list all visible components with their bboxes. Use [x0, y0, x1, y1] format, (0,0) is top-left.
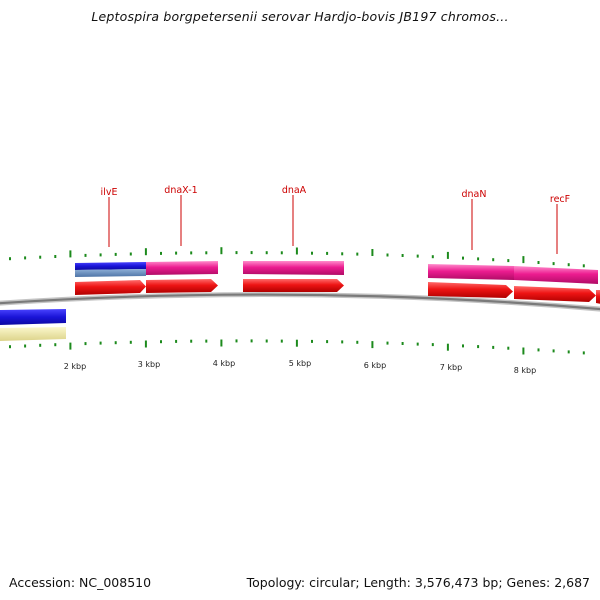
footer-summary: Topology: circular; Length: 3,576,473 bp…: [246, 575, 590, 590]
footer-accession: Accession: NC_008510: [9, 575, 152, 590]
gene-label-dnaN[interactable]: dnaN: [462, 189, 487, 200]
feature-bar-steel[interactable]: [75, 269, 146, 277]
scale-label: 3 kbp: [138, 360, 160, 369]
feature-bar-cream[interactable]: [0, 327, 66, 341]
scale-labels: 2 kbp 3 kbp 4 kbp 5 kbp 6 kbp 7 kbp 8 kb…: [64, 359, 536, 375]
outer-tick-track: [9, 247, 585, 268]
scale-label: 8 kbp: [514, 366, 536, 375]
gene-label-dnaA[interactable]: dnaA: [282, 185, 307, 196]
feature-track: [75, 261, 598, 284]
cds-arrow[interactable]: [428, 282, 513, 298]
feature-bar-blue[interactable]: [0, 309, 66, 325]
cds-arrow[interactable]: [146, 279, 218, 293]
scale-label: 4 kbp: [213, 359, 235, 368]
feature-bar-pink[interactable]: [243, 261, 344, 275]
scale-label: 5 kbp: [289, 359, 311, 368]
scale-label: 6 kbp: [364, 361, 386, 370]
feature-bar-pink[interactable]: [514, 266, 598, 284]
lower-feature-track: [0, 309, 66, 341]
gene-label-ilvE[interactable]: ilvE: [101, 187, 118, 198]
feature-bar-pink[interactable]: [428, 264, 514, 280]
gene-labels: ilvE dnaX-1 dnaA dnaN recF: [101, 185, 570, 254]
cds-arrow[interactable]: [243, 279, 344, 292]
cds-arrow[interactable]: [75, 280, 146, 295]
cds-track: [75, 279, 600, 304]
inner-tick-track: [9, 339, 585, 355]
feature-bar-pink[interactable]: [146, 261, 218, 275]
map-title: Leptospira borgpetersenii serovar Hardjo…: [91, 9, 509, 24]
chromosome-backbone-core: [0, 293, 600, 311]
gene-label-recF[interactable]: recF: [550, 194, 570, 205]
scale-label: 7 kbp: [440, 363, 462, 372]
cds-arrow[interactable]: [596, 290, 600, 304]
gene-label-dnaX-1[interactable]: dnaX-1: [164, 185, 197, 196]
scale-label: 2 kbp: [64, 362, 86, 371]
feature-bar-blue[interactable]: [75, 262, 146, 270]
cds-arrow[interactable]: [514, 286, 596, 302]
